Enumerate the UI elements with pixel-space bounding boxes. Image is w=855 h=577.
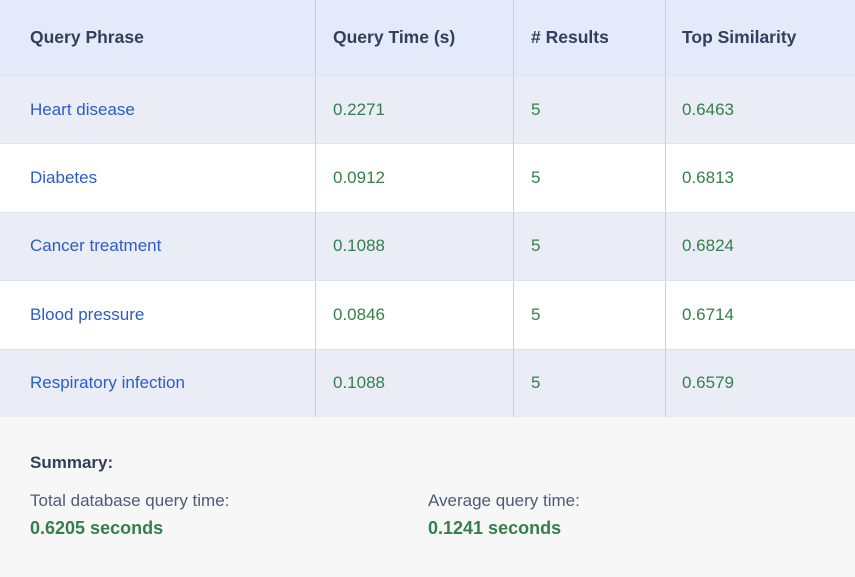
num-results-cell: 5 <box>513 281 665 349</box>
column-header-query-phrase: Query Phrase <box>30 27 144 47</box>
results-table: Query Phrase Query Time (s) # Results To… <box>0 0 855 417</box>
query-time-cell: 0.1088 <box>315 349 513 417</box>
average-query-time-label: Average query time: <box>428 490 580 510</box>
query-phrase-cell: Blood pressure <box>30 304 145 324</box>
query-time-cell: 0.0912 <box>315 144 513 212</box>
query-phrase-cell: Respiratory infection <box>30 373 185 393</box>
table-row: Respiratory infection 0.1088 5 0.6579 <box>0 348 855 417</box>
top-similarity-cell: 0.6824 <box>665 212 855 281</box>
column-header-top-similarity: Top Similarity <box>665 0 855 75</box>
summary-items: Total database query time: 0.6205 second… <box>30 491 855 539</box>
column-header-num-results: # Results <box>513 0 665 75</box>
top-similarity-cell: 0.6714 <box>665 281 855 349</box>
average-query-time-item: Average query time: 0.1241 seconds <box>428 491 826 539</box>
table-header-row: Query Phrase Query Time (s) # Results To… <box>0 0 855 75</box>
table-row: Heart disease 0.2271 5 0.6463 <box>0 75 855 144</box>
table-row: Cancer treatment 0.1088 5 0.6824 <box>0 211 855 281</box>
query-time-cell: 0.0846 <box>315 281 513 349</box>
top-similarity-cell: 0.6463 <box>665 76 855 144</box>
num-results-cell: 5 <box>513 76 665 144</box>
query-phrase-cell: Heart disease <box>30 99 135 119</box>
total-query-time-item: Total database query time: 0.6205 second… <box>30 491 428 539</box>
query-time-cell: 0.1088 <box>315 212 513 281</box>
average-query-time-value: 0.1241 seconds <box>428 517 562 538</box>
top-similarity-cell: 0.6813 <box>665 144 855 212</box>
num-results-cell: 5 <box>513 212 665 281</box>
column-header-query-time: Query Time (s) <box>315 0 513 75</box>
summary-section: Summary: Total database query time: 0.62… <box>0 416 855 577</box>
table-row: Diabetes 0.0912 5 0.6813 <box>0 143 855 212</box>
num-results-cell: 5 <box>513 349 665 417</box>
query-phrase-cell: Diabetes <box>30 168 98 188</box>
query-phrase-cell: Cancer treatment <box>30 236 162 256</box>
query-time-cell: 0.2271 <box>315 76 513 144</box>
total-query-time-value: 0.6205 seconds <box>30 517 164 538</box>
table-row: Blood pressure 0.0846 5 0.6714 <box>0 280 855 349</box>
top-similarity-cell: 0.6579 <box>665 349 855 417</box>
num-results-cell: 5 <box>513 144 665 212</box>
summary-title: Summary: <box>30 452 114 472</box>
total-query-time-label: Total database query time: <box>30 490 230 510</box>
